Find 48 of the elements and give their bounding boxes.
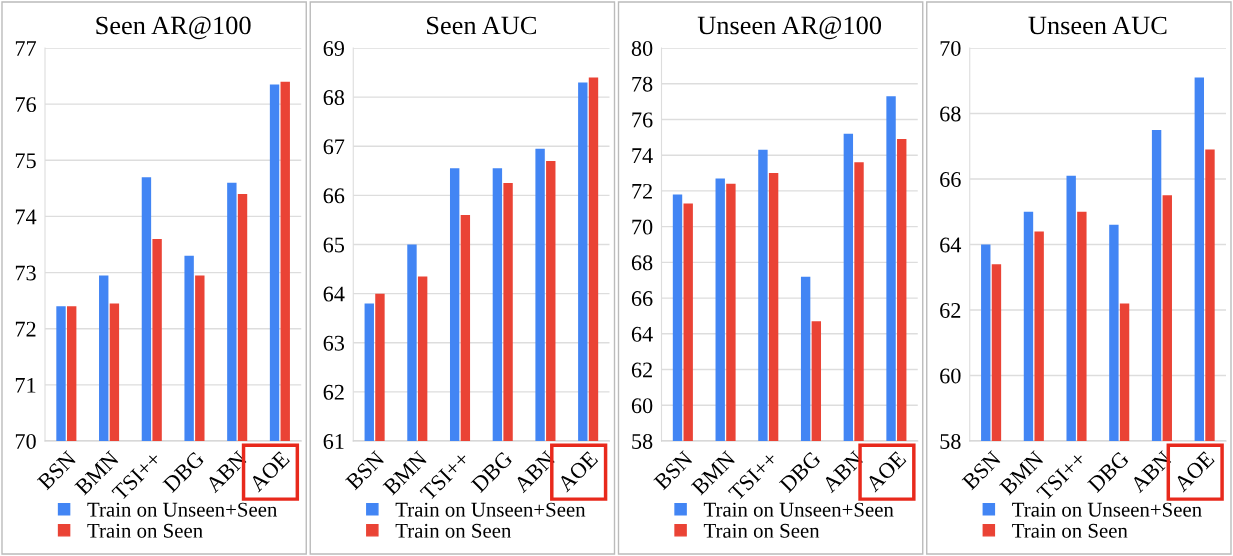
y-tick-label: 58: [632, 433, 653, 449]
y-tick-label: 70: [15, 433, 36, 449]
y-tick-label: 64: [631, 326, 653, 342]
y-tick-label: 68: [323, 90, 345, 106]
y-tick-label: 71: [15, 377, 36, 393]
y-tick-label: 66: [940, 171, 961, 187]
y-tick-label: 61: [323, 433, 344, 449]
chart-title: Unseen AUC: [1028, 16, 1167, 35]
legend-label: Train on Unseen+Seen: [703, 502, 894, 517]
y-tick-label: 76: [632, 112, 653, 128]
y-tick-label: 69: [323, 40, 345, 56]
chart-title: Unseen AR@100: [697, 16, 882, 40]
y-tick-label: 80: [631, 40, 653, 56]
y-tick-label: 68: [940, 106, 961, 122]
y-tick-label: 73: [15, 265, 36, 281]
legend-label: Train on Unseen+Seen: [1012, 502, 1202, 517]
y-tick-label: 60: [631, 398, 653, 414]
legend-label: Train on Unseen+Seen: [87, 502, 278, 517]
y-tick-label: 62: [940, 302, 961, 318]
y-tick-label: 78: [632, 76, 653, 92]
y-tick-label: 77: [15, 41, 37, 56]
y-tick-label: 74: [632, 148, 653, 163]
y-tick-label: 65: [323, 237, 345, 253]
y-tick-label: 76: [15, 97, 36, 113]
legend-label: Train on Seen: [87, 523, 203, 538]
chart-title: Seen AR@100: [96, 16, 251, 40]
y-tick-label: 62: [323, 384, 344, 400]
y-tick-label: 58: [940, 433, 961, 449]
legend-label: Train on Seen: [1012, 523, 1128, 538]
y-tick-label: 66: [631, 291, 653, 307]
y-tick-label: 63: [323, 335, 345, 351]
y-tick-label: 75: [15, 153, 36, 169]
y-tick-label: 64: [940, 237, 962, 253]
y-tick-label: 64: [323, 286, 345, 302]
y-tick-label: 72: [15, 321, 36, 337]
legend-label: Train on Seen: [395, 523, 512, 538]
y-tick-label: 66: [323, 188, 345, 204]
y-tick-label: 74: [15, 209, 37, 225]
y-tick-label: 70: [632, 219, 653, 235]
y-tick-label: 62: [631, 362, 652, 378]
y-tick-label: 70: [940, 40, 961, 56]
y-tick-label: 67: [323, 139, 345, 155]
legend-label: Train on Unseen+Seen: [395, 502, 586, 517]
chart-title: Seen AUC: [427, 16, 536, 35]
legend-label: Train on Seen: [703, 523, 820, 538]
y-tick-label: 68: [631, 255, 653, 271]
y-tick-label: 60: [940, 368, 961, 384]
y-tick-label: 72: [632, 183, 652, 199]
